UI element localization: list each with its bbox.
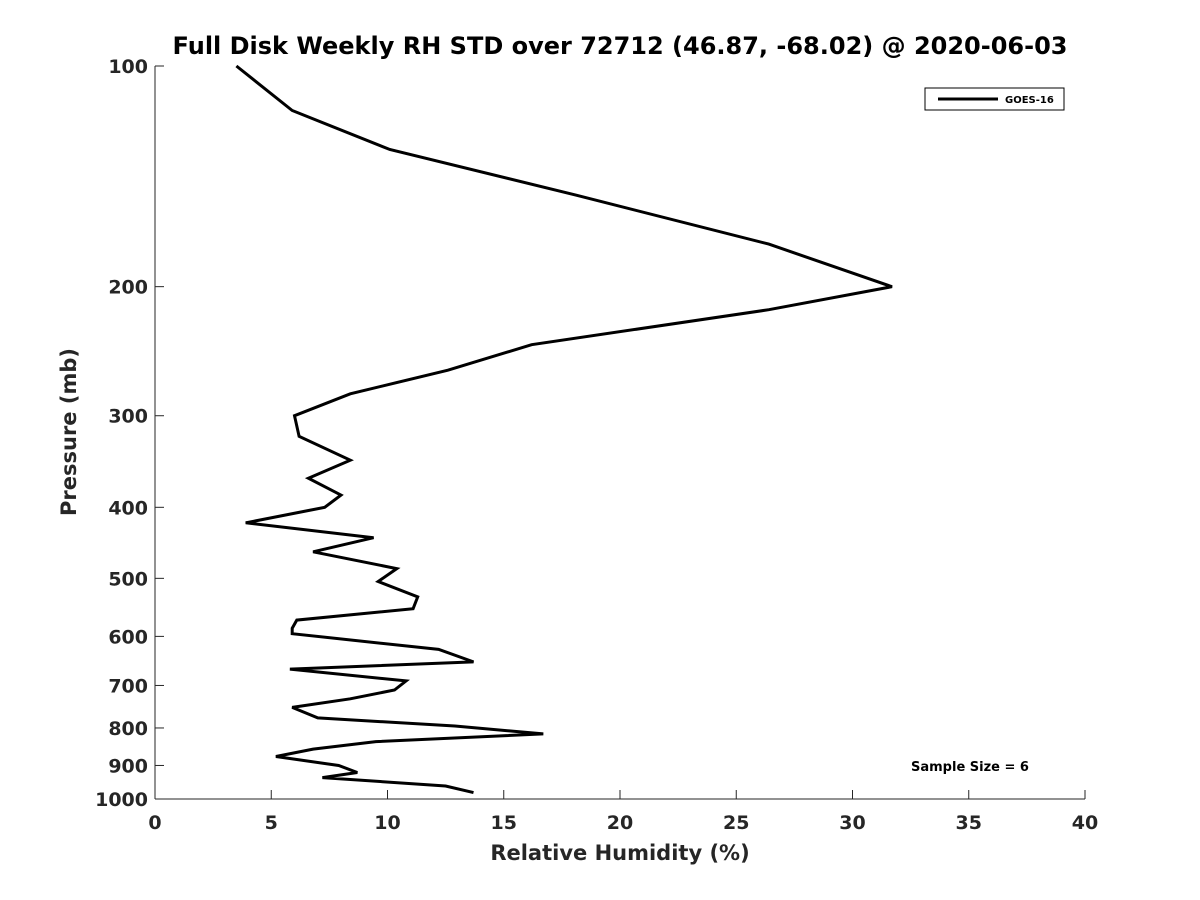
sample-size-annotation: Sample Size = 6 bbox=[911, 760, 1029, 775]
x-ticks: 0 5 10 15 20 25 30 35 40 bbox=[148, 790, 1098, 834]
y-tick-label: 200 bbox=[108, 277, 148, 299]
y-ticks: 100 200 300 400 500 600 700 800 900 1000 bbox=[95, 56, 164, 811]
legend: GOES-16 bbox=[924, 87, 1065, 111]
y-tick-label: 300 bbox=[108, 406, 148, 428]
x-axis-label: Relative Humidity (%) bbox=[490, 841, 749, 865]
y-tick-label: 800 bbox=[108, 718, 148, 740]
y-tick-label: 100 bbox=[108, 56, 148, 78]
series-line-goes-16 bbox=[235, 64, 893, 795]
chart-title: Full Disk Weekly RH STD over 72712 (46.8… bbox=[173, 32, 1068, 60]
x-tick-label: 20 bbox=[607, 812, 633, 834]
x-tick-label: 5 bbox=[265, 812, 278, 834]
x-tick-label: 15 bbox=[491, 812, 517, 834]
y-tick-label: 900 bbox=[108, 755, 148, 777]
y-tick-label: 600 bbox=[108, 626, 148, 648]
x-tick-label: 10 bbox=[374, 812, 400, 834]
y-tick-label: 700 bbox=[108, 675, 148, 697]
legend-label-goes-16: GOES-16 bbox=[1005, 95, 1054, 106]
y-tick-label: 1000 bbox=[95, 789, 148, 811]
series-layer bbox=[235, 64, 893, 795]
x-tick-label: 35 bbox=[956, 812, 982, 834]
x-tick-label: 40 bbox=[1072, 812, 1098, 834]
y-tick-label: 400 bbox=[108, 497, 148, 519]
x-tick-label: 0 bbox=[148, 812, 161, 834]
y-tick-label: 500 bbox=[108, 568, 148, 590]
x-tick-label: 30 bbox=[839, 812, 865, 834]
y-axis-label: Pressure (mb) bbox=[57, 348, 81, 516]
x-tick-label: 25 bbox=[723, 812, 749, 834]
